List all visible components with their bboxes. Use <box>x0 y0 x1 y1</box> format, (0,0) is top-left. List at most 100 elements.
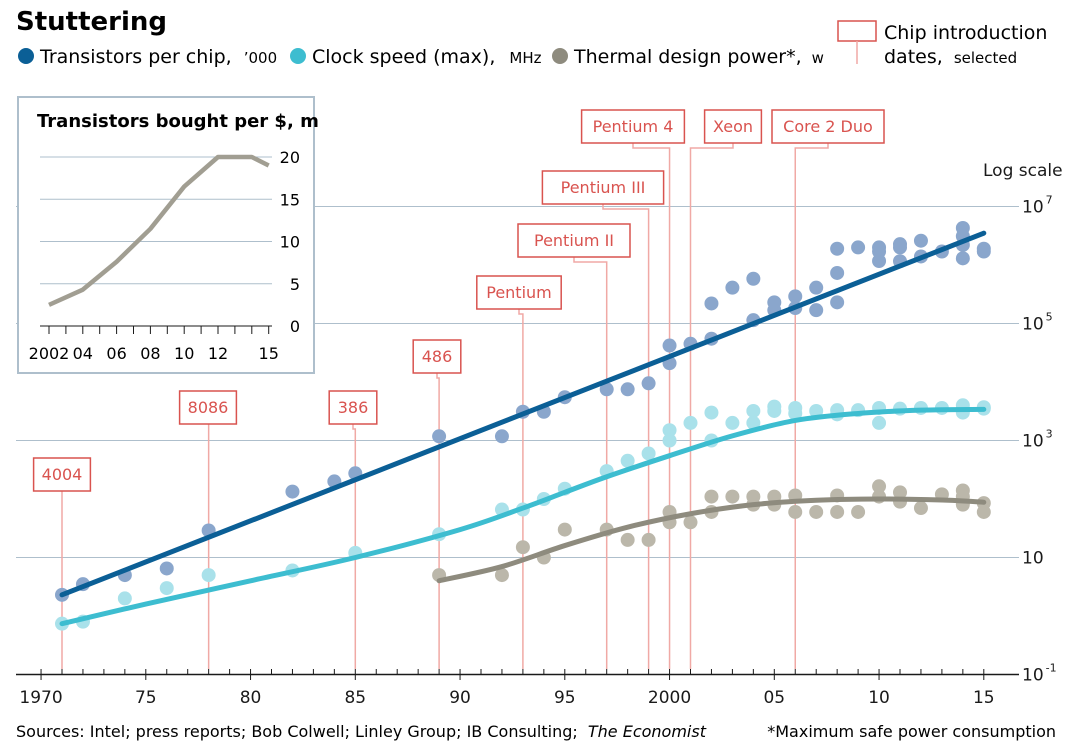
data-point <box>683 415 698 430</box>
data-point <box>767 403 782 418</box>
data-point <box>704 296 719 311</box>
x-tick-label: 75 <box>135 688 157 708</box>
x-tick-label: 90 <box>449 688 471 708</box>
chip-box <box>541 170 665 205</box>
x-tick-label: 2000 <box>648 688 691 708</box>
data-point <box>515 540 530 555</box>
inset-line <box>48 154 270 307</box>
x-tick-label: 10 <box>868 688 890 708</box>
inset-y-tick-label: 5 <box>290 275 300 294</box>
data-point <box>830 504 845 519</box>
data-point <box>788 504 803 519</box>
legend-chip-line2: dates, <box>884 46 943 68</box>
data-point <box>620 532 635 547</box>
legend-chip-line2-suffix: selected <box>954 49 1017 67</box>
chip-box <box>476 275 562 310</box>
y-tick-label: 10 5 <box>1022 311 1053 335</box>
legend-chip-line1: Chip introduction <box>884 22 1047 44</box>
chip-box <box>703 109 763 144</box>
data-point <box>976 244 991 259</box>
data-point <box>641 532 656 547</box>
chip-box <box>32 457 92 492</box>
x-tick-label: 95 <box>554 688 576 708</box>
inset-y-tick-label: 0 <box>290 317 300 336</box>
data-point <box>830 265 845 280</box>
inset-x-tick-label: 06 <box>106 344 126 363</box>
x-tick-label: 85 <box>344 688 366 708</box>
svg-text:Thermal design power*, w: Thermal design power*, w <box>573 46 824 68</box>
trend-line <box>436 496 987 584</box>
chip-label: Pentium <box>486 283 552 302</box>
legend-unit-transistors: ’000 <box>244 49 277 67</box>
y-tick-label: 10 3 <box>1022 428 1053 452</box>
legend-chip-box <box>837 20 877 42</box>
data-point <box>725 280 740 295</box>
data-points <box>55 220 991 631</box>
data-point <box>746 271 761 286</box>
data-point <box>746 403 761 418</box>
data-point <box>976 504 991 519</box>
data-point <box>599 382 614 397</box>
chip-box <box>517 223 631 258</box>
chip-box <box>580 109 686 144</box>
footnote: *Maximum safe power consumption <box>767 722 1056 741</box>
log-scale-label: Log scale <box>983 161 1063 181</box>
legend-unit-power: w <box>812 49 824 67</box>
x-tick-label: 15 <box>973 688 995 708</box>
inset-x-tick-label: 08 <box>140 344 160 363</box>
data-point <box>704 489 719 504</box>
data-point <box>851 240 866 255</box>
inset-x-tick-label: 12 <box>208 344 228 363</box>
chip-labels: 4004 8086 386 486 Pentium Pentium II Pentium I… <box>32 109 885 492</box>
data-point <box>746 415 761 430</box>
data-point <box>662 338 677 353</box>
chip-line <box>573 257 608 669</box>
trend-line <box>59 406 987 627</box>
inset-x-tick-label: 2002 <box>29 344 70 363</box>
data-point <box>725 489 740 504</box>
data-point <box>913 501 928 516</box>
data-point <box>620 453 635 468</box>
data-point <box>662 423 677 438</box>
svg-text:Clock speed (max), MHz: Clock speed (max), MHz <box>312 46 542 68</box>
inset-y-tick-label: 20 <box>280 148 300 167</box>
data-point <box>830 295 845 310</box>
data-point <box>725 415 740 430</box>
data-point <box>117 591 132 606</box>
data-point <box>683 515 698 530</box>
chip-label: 486 <box>422 347 453 366</box>
data-point <box>159 581 174 596</box>
data-point <box>494 429 509 444</box>
chip-line <box>518 309 524 669</box>
inset-chart: Transistors bought per $, m 20 15 10 5 0 2002… <box>17 96 319 374</box>
inset-frame <box>17 96 315 374</box>
y-tick-label: 10 -1 <box>1022 662 1057 686</box>
chart-title: Stuttering <box>16 7 167 37</box>
legend-dot-clock <box>290 48 306 64</box>
trend-line <box>59 230 987 598</box>
data-point <box>893 240 907 255</box>
legend-label-transistors: Transistors per chip, <box>39 46 232 68</box>
data-point <box>809 403 824 418</box>
data-point <box>788 289 803 304</box>
svg-text:Transistors per chip, ’0: Transistors per chip, ’000 <box>39 46 277 68</box>
chip-line <box>632 143 671 669</box>
inset-x-tick-label: 04 <box>73 344 93 363</box>
data-point <box>809 504 824 519</box>
chip-box <box>771 109 885 144</box>
data-point <box>641 446 656 461</box>
y-tick-label: 10 <box>1022 549 1044 569</box>
chip-label: 8086 <box>188 398 229 417</box>
chip-label: Pentium III <box>561 178 646 197</box>
data-point <box>494 568 509 583</box>
data-point <box>159 561 174 576</box>
legend-label-power: Thermal design power*, <box>573 46 802 68</box>
svg-text:dates, selected: dates, selected <box>884 46 1017 68</box>
chip-intro-lines <box>61 143 829 669</box>
x-tick-label: 80 <box>240 688 262 708</box>
chip-box <box>328 390 378 425</box>
data-point <box>285 484 300 499</box>
trend-lines <box>59 230 987 627</box>
legend-label-clock: Clock speed (max), <box>312 46 495 68</box>
